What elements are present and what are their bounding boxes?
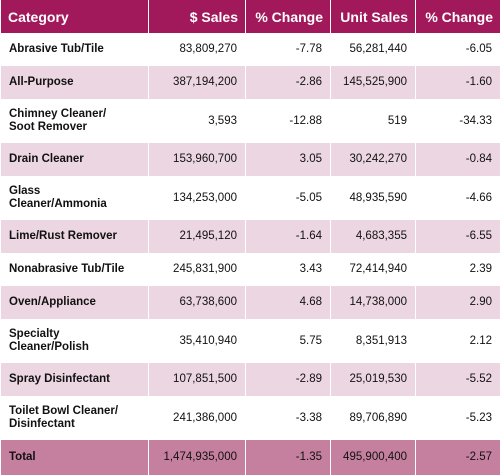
value-cell: 2.39 bbox=[416, 253, 500, 286]
header-cell: Category bbox=[1, 0, 149, 33]
value-cell: -5.52 bbox=[416, 363, 500, 396]
category-cell: Toilet Bowl Cleaner/ Disinfectant bbox=[1, 396, 149, 440]
category-cell: All-Purpose bbox=[1, 66, 149, 99]
value-cell: 245,831,900 bbox=[149, 253, 246, 286]
value-cell: -6.05 bbox=[416, 33, 500, 66]
value-cell: 72,414,940 bbox=[331, 253, 416, 286]
value-cell: 25,019,530 bbox=[331, 363, 416, 396]
value-cell: -1.35 bbox=[246, 440, 331, 475]
value-cell: -7.78 bbox=[246, 33, 331, 66]
value-cell: -3.38 bbox=[246, 396, 331, 440]
value-cell: 3.05 bbox=[246, 143, 331, 176]
value-cell: 3.43 bbox=[246, 253, 331, 286]
value-cell: 56,281,440 bbox=[331, 33, 416, 66]
value-cell: 2.90 bbox=[416, 286, 500, 319]
category-cell: Abrasive Tub/Tile bbox=[1, 33, 149, 66]
value-cell: -1.60 bbox=[416, 66, 500, 99]
value-cell: -2.89 bbox=[246, 363, 331, 396]
value-cell: 8,351,913 bbox=[331, 319, 416, 363]
value-cell: -1.64 bbox=[246, 220, 331, 253]
value-cell: -6.55 bbox=[416, 220, 500, 253]
category-cell: Lime/Rust Remover bbox=[1, 220, 149, 253]
value-cell: 4,683,355 bbox=[331, 220, 416, 253]
category-cell: Spray Disinfectant bbox=[1, 363, 149, 396]
category-cell: Total bbox=[1, 440, 149, 475]
value-cell: -2.86 bbox=[246, 66, 331, 99]
category-cell: Glass Cleaner/Ammonia bbox=[1, 176, 149, 220]
value-cell: -4.66 bbox=[416, 176, 500, 220]
value-cell: 4.68 bbox=[246, 286, 331, 319]
value-cell: 35,410,940 bbox=[149, 319, 246, 363]
category-cell: Specialty Cleaner/Polish bbox=[1, 319, 149, 363]
value-cell: 89,706,890 bbox=[331, 396, 416, 440]
value-cell: 145,525,900 bbox=[331, 66, 416, 99]
value-cell: 63,738,600 bbox=[149, 286, 246, 319]
value-cell: 134,253,000 bbox=[149, 176, 246, 220]
header-cell: $ Sales bbox=[149, 0, 246, 33]
value-cell: 495,900,400 bbox=[331, 440, 416, 475]
category-cell: Drain Cleaner bbox=[1, 143, 149, 176]
value-cell: -34.33 bbox=[416, 99, 500, 143]
value-cell: 21,495,120 bbox=[149, 220, 246, 253]
header-cell: % Change bbox=[416, 0, 500, 33]
header-cell: % Change bbox=[246, 0, 331, 33]
value-cell: 30,242,270 bbox=[331, 143, 416, 176]
value-cell: -5.05 bbox=[246, 176, 331, 220]
value-cell: 107,851,500 bbox=[149, 363, 246, 396]
category-cell: Oven/Appliance bbox=[1, 286, 149, 319]
value-cell: 14,738,000 bbox=[331, 286, 416, 319]
header-cell: Unit Sales bbox=[331, 0, 416, 33]
value-cell: 387,194,200 bbox=[149, 66, 246, 99]
category-cell: Nonabrasive Tub/Tile bbox=[1, 253, 149, 286]
value-cell: 519 bbox=[331, 99, 416, 143]
value-cell: 2.12 bbox=[416, 319, 500, 363]
value-cell: 3,593 bbox=[149, 99, 246, 143]
value-cell: 48,935,590 bbox=[331, 176, 416, 220]
value-cell: -5.23 bbox=[416, 396, 500, 440]
category-cell: Chimney Cleaner/ Soot Remover bbox=[1, 99, 149, 143]
value-cell: -2.57 bbox=[416, 440, 500, 475]
value-cell: -0.84 bbox=[416, 143, 500, 176]
value-cell: 1,474,935,000 bbox=[149, 440, 246, 475]
value-cell: 241,386,000 bbox=[149, 396, 246, 440]
value-cell: 5.75 bbox=[246, 319, 331, 363]
value-cell: 83,809,270 bbox=[149, 33, 246, 66]
value-cell: 153,960,700 bbox=[149, 143, 246, 176]
value-cell: -12.88 bbox=[246, 99, 331, 143]
